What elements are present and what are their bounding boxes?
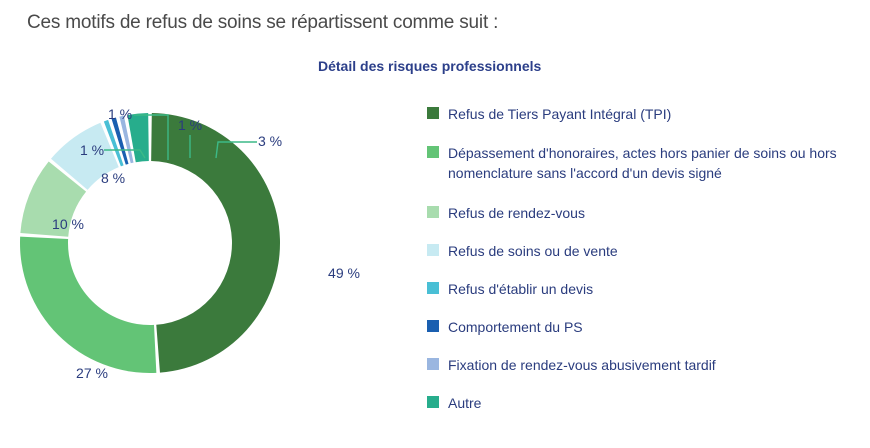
slice-fixation-de-rendez-vous-abusiv xyxy=(119,115,134,164)
data-label: 1 % xyxy=(80,142,104,158)
legend-item: Refus de rendez-vous xyxy=(427,203,848,223)
legend-item: Comportement du PS xyxy=(427,317,848,337)
data-label: 10 % xyxy=(52,216,84,232)
intro-text: Ces motifs de refus de soins se répartis… xyxy=(27,12,499,33)
data-label: 27 % xyxy=(76,365,108,381)
legend-label: Fixation de rendez-vous abusivement tard… xyxy=(448,357,716,373)
data-label: 1 % xyxy=(108,106,132,122)
legend-item: Autre xyxy=(427,393,848,413)
legend-item: Dépassement d'honoraires, actes hors pan… xyxy=(427,143,848,183)
slice-refus-de-rendez-vous xyxy=(20,161,87,237)
legend-label: Refus de soins ou de vente xyxy=(448,243,618,259)
legend-item: Fixation de rendez-vous abusivement tard… xyxy=(427,355,848,375)
leader-line xyxy=(134,114,169,160)
legend-swatch xyxy=(427,107,439,119)
legend-item: Refus de Tiers Payant Intégral (TPI) xyxy=(427,104,848,124)
legend-label: Refus de rendez-vous xyxy=(448,205,585,221)
legend-swatch xyxy=(427,146,439,158)
legend-swatch xyxy=(427,358,439,370)
legend-item: Refus de soins ou de vente xyxy=(427,241,848,261)
legend-label: Dépassement d'honoraires, actes hors pan… xyxy=(448,145,837,181)
data-label: 3 % xyxy=(258,133,282,149)
slice-autre xyxy=(127,113,149,163)
slice-refus-de-tiers-payant-integral xyxy=(151,113,280,373)
leader-line xyxy=(104,149,146,159)
legend-item: Refus d'établir un devis xyxy=(427,279,848,299)
legend-label: Refus de Tiers Payant Intégral (TPI) xyxy=(448,106,672,122)
legend-swatch xyxy=(427,396,439,408)
chart-title: Détail des risques professionnels xyxy=(318,58,542,74)
legend-label: Refus d'établir un devis xyxy=(448,281,594,297)
slice-refus-de-soins-ou-de-vente xyxy=(51,122,119,190)
legend-swatch xyxy=(427,282,439,294)
data-label: 8 % xyxy=(101,170,125,186)
leader-line xyxy=(215,141,257,159)
donut-chart: 49 % 27 % 10 % 8 % 1 % 1 % 1 % 3 % xyxy=(20,106,360,381)
legend-swatch xyxy=(427,244,439,256)
legend-swatch xyxy=(427,320,439,332)
slice-refus-d-etablir-un-devis xyxy=(103,119,124,167)
legend-swatch xyxy=(427,206,439,218)
slice-comportement-du-ps xyxy=(111,117,129,165)
data-label: 49 % xyxy=(328,265,360,281)
data-label: 1 % xyxy=(178,117,202,133)
legend-label: Autre xyxy=(448,395,482,411)
legend-label: Comportement du PS xyxy=(448,319,583,335)
slice-depassement-d-honoraires-actes xyxy=(20,236,157,373)
